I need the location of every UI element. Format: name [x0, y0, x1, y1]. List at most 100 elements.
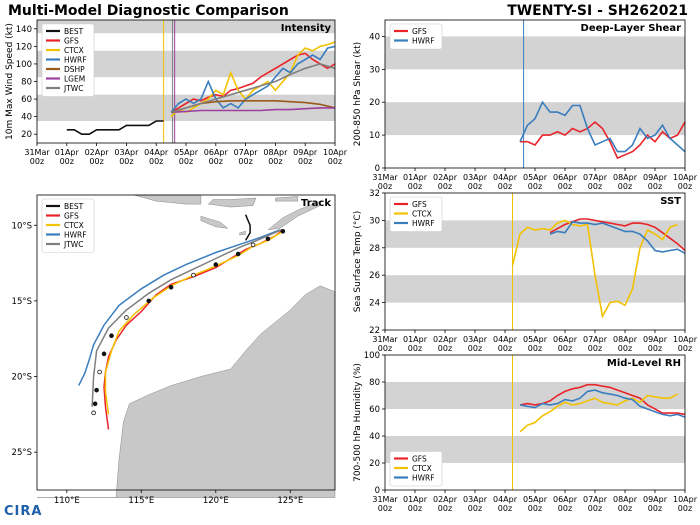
track-point	[250, 242, 256, 248]
track-point	[280, 229, 286, 234]
track-legend-label: HWRF	[64, 231, 87, 240]
intensity-xtick-label: 06Apr	[204, 148, 229, 157]
shear-xtick-label: 00z	[558, 182, 572, 191]
intensity-series-jtwc	[170, 63, 336, 114]
island-landmass	[207, 197, 257, 208]
rh-xtick-label: 00z	[528, 504, 542, 513]
intensity-xtick-label: 10Apr	[323, 148, 348, 157]
sst-series-hwrf	[549, 220, 686, 255]
track-frame	[36, 194, 336, 491]
sst-ytick-label: 30	[369, 216, 380, 226]
shear-ytick-label: 0	[375, 164, 380, 174]
shear-xtick-label: 00z	[468, 182, 482, 191]
sst-legend-label: GFS	[412, 200, 427, 209]
track-legend-box	[41, 198, 95, 253]
sst-legend-label: HWRF	[412, 219, 435, 228]
intensity-series-hwrf	[170, 45, 336, 113]
shear-series-hwrf	[519, 100, 686, 153]
rh-xtick-label: 00z	[468, 504, 482, 513]
track-xtick-label: 125°E	[277, 496, 303, 506]
shear-xtick-label: 10Apr	[673, 173, 698, 182]
rh-xtick-label: 00z	[408, 504, 422, 513]
intensity-xtick-label: 00z	[89, 157, 103, 166]
track-point	[94, 387, 99, 393]
sst-band	[385, 275, 685, 303]
intensity-xtick-label: 00z	[119, 157, 133, 166]
rh-xtick-label: 00z	[618, 504, 632, 513]
shear-xtick-label: 08Apr	[613, 173, 638, 182]
track-ytick-label: 25°S	[12, 448, 32, 458]
shear-title: Deep-Layer Shear	[581, 23, 682, 34]
shear-xtick-label: 02Apr	[433, 173, 458, 182]
sst-xtick-label: 00z	[468, 344, 482, 353]
sst-ytick-label: 28	[369, 244, 380, 254]
rh-legend-label: GFS	[412, 455, 427, 464]
sst-xtick-label: 01Apr	[403, 335, 428, 344]
rh-series-gfs	[519, 383, 686, 416]
intensity-xtick-label: 09Apr	[293, 148, 318, 157]
sst-ylabel: Sea Surface Temp (°C)	[353, 211, 363, 312]
track-point	[191, 272, 196, 278]
shear-legend-label: HWRF	[412, 37, 435, 46]
track-ytick-label: 20°S	[12, 373, 32, 383]
shear-xtick-label: 00z	[438, 182, 452, 191]
sst-series-ctcx	[511, 219, 678, 319]
rh-xtick-label: 09Apr	[643, 495, 668, 504]
track-title: Track	[301, 198, 331, 209]
track-point	[92, 401, 98, 407]
shear-xtick-label: 03Apr	[463, 173, 488, 182]
rh-xtick-label: 00z	[558, 504, 572, 513]
shear-legend-label: GFS	[412, 27, 427, 36]
rh-xtick-label: 07Apr	[583, 495, 608, 504]
intensity-xtick-label: 00z	[149, 157, 163, 166]
track-xtick-label: 120°E	[203, 496, 229, 506]
rh-ytick-label: 40	[369, 432, 380, 442]
track-point	[265, 236, 271, 242]
intensity-xtick-label: 00z	[209, 157, 223, 166]
track-point	[91, 410, 96, 416]
sst-xtick-label: 00z	[588, 344, 602, 353]
intensity-xtick-label: 00z	[60, 157, 74, 166]
rh-xtick-label: 00z	[648, 504, 662, 513]
rh-xtick-label: 00z	[438, 504, 452, 513]
island-landmass	[200, 215, 229, 229]
rh-ytick-label: 0	[375, 486, 380, 496]
sst-xtick-label: 02Apr	[433, 335, 458, 344]
cira-logo: CIRA	[4, 504, 42, 519]
sst-xtick-label: 00z	[678, 344, 692, 353]
track-point	[109, 333, 114, 338]
intensity-legend-label: BEST	[64, 27, 84, 36]
shear-xtick-label: 06Apr	[553, 173, 578, 182]
rh-ytick-label: 60	[369, 405, 380, 415]
sst-xtick-label: 05Apr	[523, 335, 548, 344]
shear-ylabel: 200-850 hPa Shear (kt)	[353, 42, 363, 146]
intensity-xtick-label: 00z	[179, 157, 193, 166]
sst-xtick-label: 08Apr	[613, 335, 638, 344]
rh-xtick-label: 00z	[378, 504, 392, 513]
intensity-ytick-label: 140	[16, 25, 32, 35]
intensity-xtick-label: 01Apr	[55, 148, 80, 157]
shear-series-gfs	[520, 120, 686, 160]
rh-xtick-label: 00z	[498, 504, 512, 513]
track-ytick-label: 10°S	[12, 221, 32, 231]
sst-xtick-label: 00z	[558, 344, 572, 353]
intensity-xtick-label: 02Apr	[85, 148, 110, 157]
track-xtick-label: 110°E	[54, 496, 80, 506]
sst-xtick-label: 00z	[618, 344, 632, 353]
shear-xtick-label: 04Apr	[493, 173, 518, 182]
rh-xtick-label: 08Apr	[613, 495, 638, 504]
rh-xtick-label: 01Apr	[403, 495, 428, 504]
shear-ytick-label: 10	[369, 131, 380, 141]
shear-xtick-label: 05Apr	[523, 173, 548, 182]
sst-xtick-label: 04Apr	[493, 335, 518, 344]
intensity-xtick-label: 00z	[268, 157, 282, 166]
rh-xtick-label: 04Apr	[493, 495, 518, 504]
shear-xtick-label: 31Mar	[372, 173, 398, 182]
sst-xtick-label: 00z	[648, 344, 662, 353]
rh-ytick-label: 80	[369, 378, 380, 388]
shear-xtick-label: 00z	[648, 182, 662, 191]
sst-xtick-label: 03Apr	[463, 335, 488, 344]
track-point	[124, 315, 129, 320]
shear-xtick-label: 00z	[678, 182, 692, 191]
